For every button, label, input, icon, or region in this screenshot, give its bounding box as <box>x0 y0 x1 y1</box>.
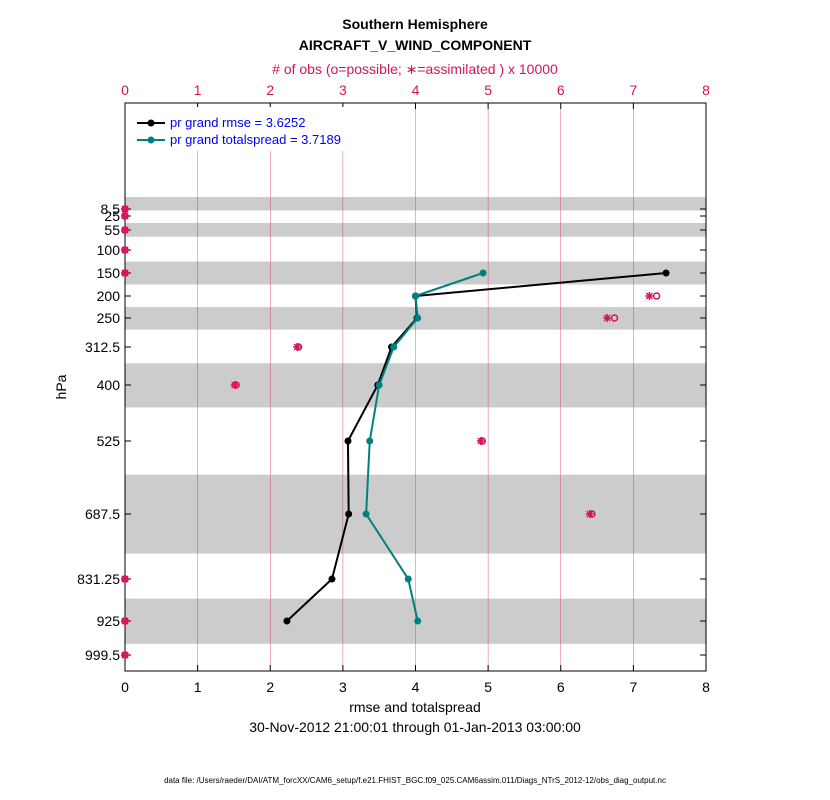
asterisk-stroke <box>293 343 301 351</box>
top-tick-label: 7 <box>629 82 637 98</box>
y-tick-label: 312.5 <box>85 339 120 355</box>
top-axis-label: # of obs (o=possible; ∗=assimilated ) x … <box>272 61 558 77</box>
obs-possible-marker <box>610 314 619 322</box>
obs-assimilated-marker <box>121 269 129 277</box>
top-tick-label: 0 <box>121 82 129 98</box>
asterisk-stroke <box>645 292 653 300</box>
y-tick-label: 525 <box>97 433 121 449</box>
x-tick-label: 6 <box>557 679 565 695</box>
rmse-point <box>345 510 353 518</box>
x-tick-label: 4 <box>412 679 420 695</box>
asterisk-stroke <box>121 269 129 277</box>
totalspread-point <box>414 617 422 625</box>
y-axis-label: hPa <box>53 374 69 399</box>
totalspread-point <box>414 314 422 322</box>
obs-assimilated-marker <box>121 575 129 583</box>
obs-possible-marker <box>652 292 661 300</box>
asterisk-stroke <box>603 314 611 322</box>
x-tick-label: 7 <box>629 679 637 695</box>
y-tick-label: 687.5 <box>85 506 120 522</box>
x-tick-label: 1 <box>194 679 202 695</box>
chart-title: Southern Hemisphere <box>342 16 488 32</box>
y-tick-label: 55 <box>104 222 120 238</box>
x-tick-label: 3 <box>339 679 347 695</box>
obs-assimilated-marker <box>121 651 129 659</box>
y-tick-label: 831.25 <box>77 571 120 587</box>
asterisk-stroke <box>121 617 129 625</box>
obs-assimilated-marker <box>585 510 594 518</box>
legend-entry-totalspread: pr grand totalspread = 3.7189 <box>170 132 341 147</box>
totalspread-point <box>366 437 374 445</box>
x-tick-label: 0 <box>121 679 129 695</box>
obs-assimilated-marker <box>121 212 129 220</box>
obs-assimilated-marker <box>230 381 239 389</box>
top-tick-label: 2 <box>266 82 274 98</box>
obs-assimilated-marker <box>121 226 129 234</box>
top-tick-label: 4 <box>412 82 420 98</box>
top-tick-label: 6 <box>557 82 565 98</box>
x-axis-label: rmse and totalspread <box>349 699 481 715</box>
obs-assimilated-marker <box>293 343 302 351</box>
top-tick-label: 8 <box>702 82 710 98</box>
totalspread-point <box>390 343 398 351</box>
chart-subtitle: AIRCRAFT_V_WIND_COMPONENT <box>299 37 532 53</box>
top-tick-label: 5 <box>484 82 492 98</box>
y-tick-label: 400 <box>97 377 121 393</box>
legend-marker-totalspread <box>147 136 155 144</box>
y-tick-label: 25 <box>104 208 120 224</box>
asterisk-stroke <box>121 651 129 659</box>
legend-box <box>129 107 379 151</box>
totalspread-point <box>412 292 419 300</box>
legend: pr grand rmse = 3.6252 pr grand totalspr… <box>129 107 379 151</box>
asterisk-stroke <box>121 575 129 583</box>
x-tick-label: 8 <box>702 679 710 695</box>
totalspread-point <box>404 575 412 583</box>
y-tick-label: 8.5 <box>101 201 121 217</box>
y-tick-label: 200 <box>97 288 121 304</box>
date-range: 30-Nov-2012 21:00:01 through 01-Jan-2013… <box>249 719 581 735</box>
totalspread-point <box>362 510 370 518</box>
top-tick-label: 1 <box>194 82 202 98</box>
asterisk-stroke <box>121 226 129 234</box>
asterisk-stroke <box>586 510 594 518</box>
x-tick-label: 2 <box>266 679 274 695</box>
top-tick-label: 3 <box>339 82 347 98</box>
rmse-point <box>328 575 336 583</box>
y-tick-label: 250 <box>97 310 121 326</box>
obs-assimilated-marker <box>645 292 654 300</box>
rmse-point <box>662 269 670 277</box>
y-tick-label: 100 <box>97 242 121 258</box>
totalspread-point <box>479 269 487 277</box>
asterisk-stroke <box>121 205 129 213</box>
y-tick-label: 150 <box>97 265 121 281</box>
asterisk-stroke <box>121 246 129 254</box>
y-tick-label: 925 <box>97 613 121 629</box>
asterisk-stroke <box>477 437 485 445</box>
rmse-point <box>344 437 352 445</box>
rmse-point <box>283 617 291 625</box>
totalspread-point <box>375 381 383 389</box>
obs-assimilated-marker <box>121 617 129 625</box>
data-file-footer: data file: /Users/raeder/DAI/ATM_forcXX/… <box>164 776 666 785</box>
y-tick-label: 999.5 <box>85 647 120 663</box>
legend-marker-rmse <box>147 119 155 127</box>
asterisk-stroke <box>121 212 129 220</box>
obs-assimilated-marker <box>121 246 129 254</box>
x-tick-label: 5 <box>484 679 492 695</box>
obs-assimilated-marker <box>121 205 129 213</box>
obs-count-markers <box>121 205 661 659</box>
asterisk-stroke <box>231 381 239 389</box>
legend-entry-rmse: pr grand rmse = 3.6252 <box>170 115 306 130</box>
series-lines <box>283 269 670 625</box>
obs-assimilated-marker <box>603 314 612 322</box>
obs-assimilated-marker <box>476 437 485 445</box>
